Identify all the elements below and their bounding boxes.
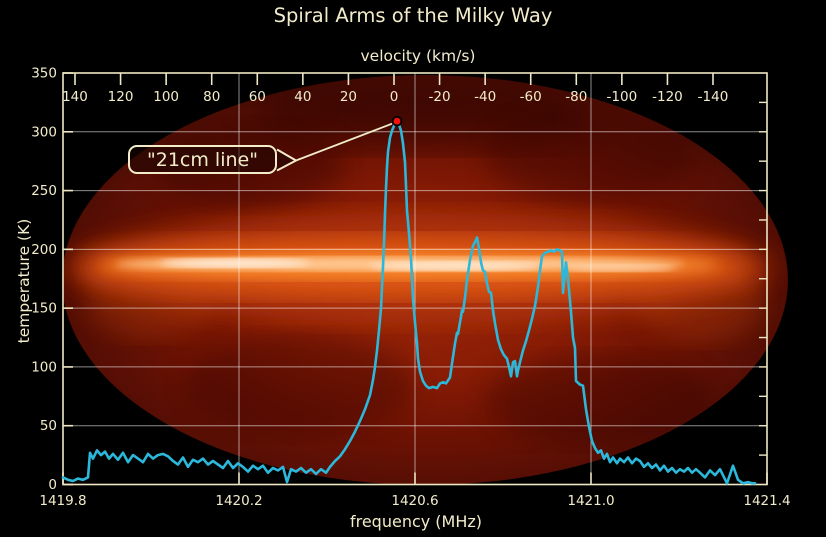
temp-tick-label: 100 bbox=[31, 359, 57, 375]
frequency-axis-label: frequency (MHz) bbox=[349, 512, 483, 531]
spectrum-line bbox=[61, 119, 757, 485]
axes-frame bbox=[62, 72, 768, 486]
velocity-tick-label: -80 bbox=[565, 89, 587, 105]
velocity-tick-label: -120 bbox=[652, 89, 683, 105]
milky-way-background bbox=[62, 75, 788, 485]
velocity-tick-label: -20 bbox=[429, 89, 451, 105]
temp-tick-label: 200 bbox=[31, 242, 57, 258]
velocity-tick-label: 100 bbox=[153, 89, 179, 105]
annotation-box: "21cm line" bbox=[128, 145, 277, 174]
velocity-tick-label: 40 bbox=[294, 89, 311, 105]
tick-labels: 1419.8 1420.2 1420.6 1421.0 1421.4 0 50 100 150 2… bbox=[31, 66, 790, 510]
velocity-tick-label: 140 bbox=[62, 89, 88, 105]
temp-tick-label: 0 bbox=[48, 477, 57, 493]
freq-tick-label: 1420.2 bbox=[215, 493, 262, 509]
dark-mottling bbox=[185, 335, 415, 435]
callout-leader-line bbox=[295, 122, 393, 162]
temp-tick-label: 150 bbox=[31, 301, 57, 317]
velocity-tick-label: 20 bbox=[340, 89, 357, 105]
velocity-tick-label: 0 bbox=[390, 89, 399, 105]
temperature-axis-label: temperature (K) bbox=[15, 218, 33, 344]
dark-mottling bbox=[485, 355, 715, 445]
gridlines bbox=[63, 73, 767, 485]
galactic-plane-band bbox=[68, 213, 772, 323]
freq-tick-label: 1421.4 bbox=[743, 493, 790, 509]
velocity-tick-label: -140 bbox=[698, 89, 729, 105]
annotation-callout bbox=[276, 116, 403, 172]
temp-tick-label: 50 bbox=[40, 418, 57, 434]
velocity-tick-label: 120 bbox=[108, 89, 134, 105]
freq-tick-label: 1420.6 bbox=[391, 493, 438, 509]
peak-marker bbox=[391, 116, 403, 127]
freq-tick-label: 1419.8 bbox=[39, 493, 86, 509]
velocity-axis-label: velocity (km/s) bbox=[360, 47, 476, 65]
chart-title: Spiral Arms of the Milky Way bbox=[273, 4, 553, 27]
temp-tick-label: 300 bbox=[31, 124, 57, 140]
velocity-tick-label: 80 bbox=[203, 89, 220, 105]
temp-tick-label: 250 bbox=[31, 183, 57, 199]
annotation-text: "21cm line" bbox=[147, 148, 258, 171]
velocity-tick-label: 60 bbox=[249, 89, 266, 105]
velocity-tick-label: -100 bbox=[607, 89, 638, 105]
dark-mottling bbox=[485, 110, 695, 200]
temp-tick-label: 350 bbox=[31, 66, 57, 82]
velocity-tick-label: -40 bbox=[474, 89, 496, 105]
velocity-tick-label: -60 bbox=[520, 89, 542, 105]
freq-tick-label: 1421.0 bbox=[567, 493, 614, 509]
spectrum-polyline bbox=[61, 119, 757, 485]
